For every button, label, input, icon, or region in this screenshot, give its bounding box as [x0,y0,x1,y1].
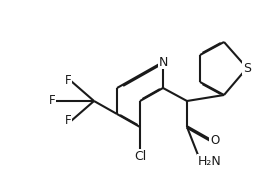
Text: F: F [64,115,71,127]
Text: F: F [48,94,55,108]
Text: S: S [243,62,251,75]
Text: N: N [158,56,168,68]
Text: O: O [210,134,219,146]
Text: Cl: Cl [134,150,146,163]
Text: F: F [64,75,71,87]
Text: H₂N: H₂N [198,155,222,168]
